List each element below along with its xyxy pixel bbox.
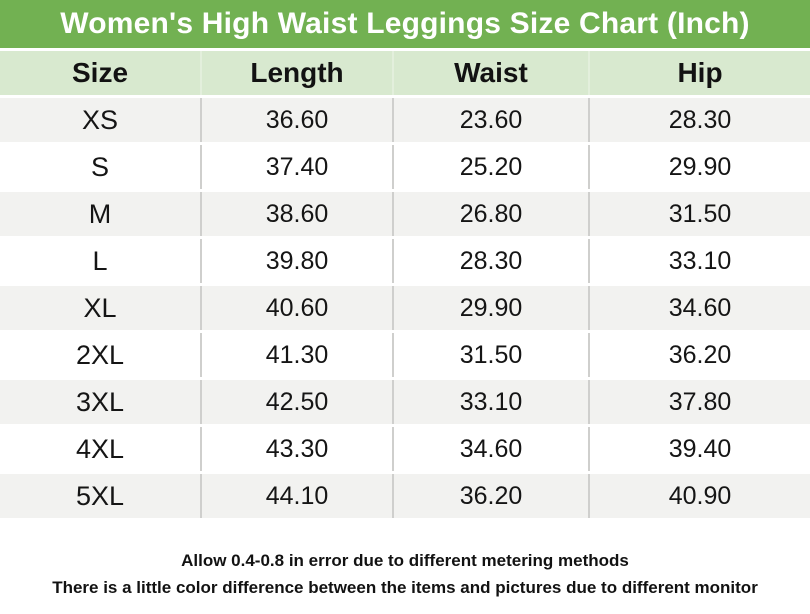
cell-size: 2XL [75,339,125,370]
table-row: 2XL 41.30 31.50 36.20 [0,333,810,377]
cell-size: XS [81,104,119,135]
cell-length: 36.60 [200,98,392,142]
column-header-waist: Waist [392,51,588,95]
cell-waist: 26.80 [392,192,588,236]
cell-hip: 31.50 [588,192,810,236]
cell-hip: 34.60 [588,286,810,330]
cell-hip: 33.10 [588,239,810,283]
table-row: S 37.40 25.20 29.90 [0,145,810,189]
cell-size: 5XL [75,480,125,511]
cell-length: 42.50 [200,380,392,424]
cell-size: M [88,198,112,229]
table-row: XL 40.60 29.90 34.60 [0,286,810,330]
cell-waist: 34.60 [392,427,588,471]
cell-waist: 29.90 [392,286,588,330]
cell-length: 38.60 [200,192,392,236]
table-row: L 39.80 28.30 33.10 [0,239,810,283]
cell-hip: 36.20 [588,333,810,377]
cell-hip: 39.40 [588,427,810,471]
cell-length: 39.80 [200,239,392,283]
cell-waist: 28.30 [392,239,588,283]
table-row: 4XL 43.30 34.60 39.40 [0,427,810,471]
cell-size: XL [83,292,117,323]
cell-waist: 31.50 [392,333,588,377]
cell-size: 3XL [75,386,125,417]
cell-hip: 29.90 [588,145,810,189]
footer-note: Allow 0.4-0.8 in error due to different … [0,521,810,601]
page-title: Women's High Waist Leggings Size Chart (… [0,0,810,48]
footer-note-line2: There is a little color difference betwe… [52,578,758,597]
cell-length: 40.60 [200,286,392,330]
cell-waist: 33.10 [392,380,588,424]
column-header-length: Length [200,51,392,95]
cell-length: 44.10 [200,474,392,518]
cell-size: L [92,245,108,276]
cell-hip: 37.80 [588,380,810,424]
column-header-hip: Hip [588,51,810,95]
cell-waist: 36.20 [392,474,588,518]
table-row: XS 36.60 23.60 28.30 [0,98,810,142]
cell-size: S [90,151,109,182]
table-row: M 38.60 26.80 31.50 [0,192,810,236]
cell-length: 37.40 [200,145,392,189]
cell-hip: 40.90 [588,474,810,518]
cell-hip: 28.30 [588,98,810,142]
column-header-size: Size [71,57,129,88]
table-row: 3XL 42.50 33.10 37.80 [0,380,810,424]
cell-waist: 23.60 [392,98,588,142]
cell-length: 43.30 [200,427,392,471]
cell-length: 41.30 [200,333,392,377]
table-header-row: Size Length Waist Hip [0,51,810,95]
table-row: 5XL 44.10 36.20 40.90 [0,474,810,518]
cell-waist: 25.20 [392,145,588,189]
footer-note-line1: Allow 0.4-0.8 in error due to different … [181,551,629,570]
cell-size: 4XL [75,433,125,464]
